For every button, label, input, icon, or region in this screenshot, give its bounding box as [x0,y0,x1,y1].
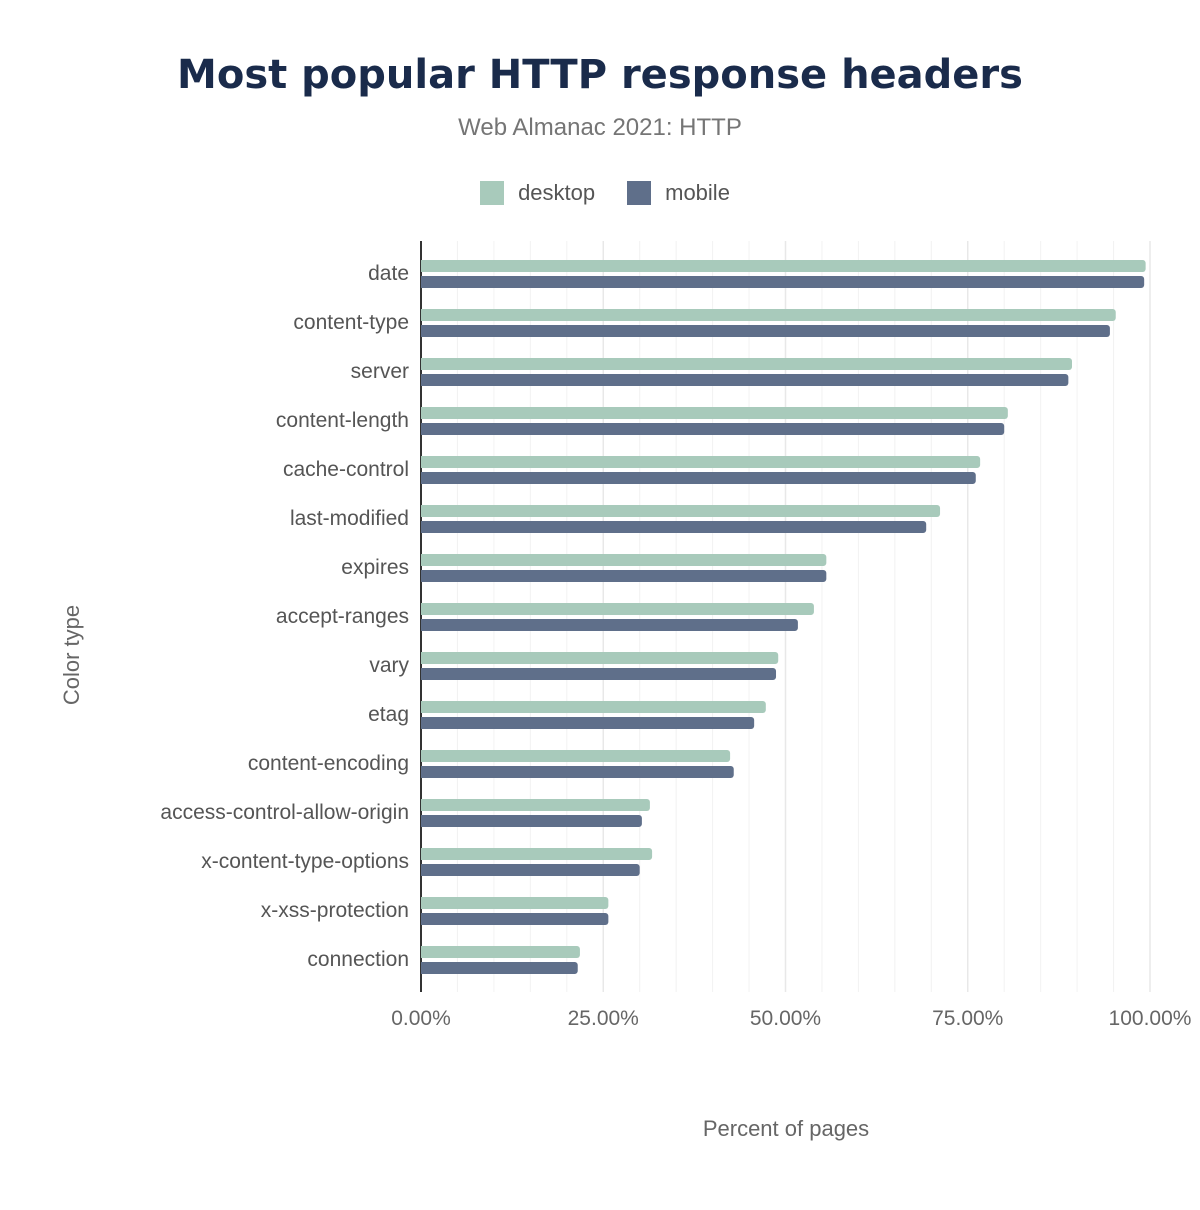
bar-desktop [421,848,653,860]
y-axis-title: Color type [59,605,84,705]
y-category-label: content-type [293,311,409,334]
bar-mobile [421,423,1005,435]
x-tick-label: 0.00% [391,1007,451,1030]
bar-desktop [421,358,1072,370]
y-category-label: connection [307,948,409,971]
bar-desktop [421,407,1008,419]
bar-mobile [421,374,1069,386]
bar-mobile [421,913,609,925]
y-category-label: etag [368,703,409,726]
bar-mobile [421,619,798,631]
bar-mobile [421,962,578,974]
bar-desktop [421,260,1146,272]
y-category-label: x-content-type-options [201,850,409,873]
y-category-label: x-xss-protection [261,899,409,922]
bar-mobile [421,864,640,876]
x-tick-label: 50.00% [750,1007,821,1030]
bar-mobile [420,276,1145,288]
bar-mobile [420,815,642,827]
bar-mobile [421,717,755,729]
bar-mobile [421,521,927,533]
bar-desktop [421,701,766,713]
chart-subtitle: Web Almanac 2021: HTTP [458,114,742,141]
bar-desktop [421,456,981,468]
y-category-label: expires [341,556,409,579]
legend-swatch-mobile [627,181,652,205]
legend: desktop mobile [0,180,1200,206]
legend-label: mobile [665,180,730,205]
legend-label: desktop [518,180,596,205]
x-axis-title: Percent of pages [703,1116,869,1141]
bar-desktop [420,652,779,664]
x-tick-label: 100.00% [1109,1007,1192,1030]
bar-desktop [421,750,731,762]
bar-desktop [420,554,827,566]
y-category-label: date [368,262,409,285]
legend-swatch-desktop [480,181,505,205]
legend-item-mobile[interactable]: mobile [627,180,730,206]
bar-desktop [421,799,650,811]
y-category-label: last-modified [290,507,409,530]
bar-mobile [421,325,1110,337]
y-category-label: access-control-allow-origin [160,801,409,824]
y-category-label: server [351,360,409,383]
x-tick-label: 75.00% [932,1007,1003,1030]
bar-mobile [421,472,976,484]
bar-mobile [420,570,827,582]
legend-item-desktop[interactable]: desktop [480,180,595,206]
y-category-label: accept-ranges [276,605,409,628]
bar-mobile [421,668,777,680]
x-tick-label: 25.00% [568,1007,639,1030]
chart-title: Most popular HTTP response headers [177,52,1023,98]
bar-desktop [421,897,609,909]
y-category-label: cache-control [283,458,409,481]
y-category-label: content-length [276,409,409,432]
bar-desktop [421,309,1116,321]
bar-desktop [421,505,941,517]
y-category-label: content-encoding [248,752,409,775]
bar-desktop [421,946,580,958]
y-category-label: vary [369,654,409,677]
bar-mobile [420,766,734,778]
bar-desktop [421,603,814,615]
